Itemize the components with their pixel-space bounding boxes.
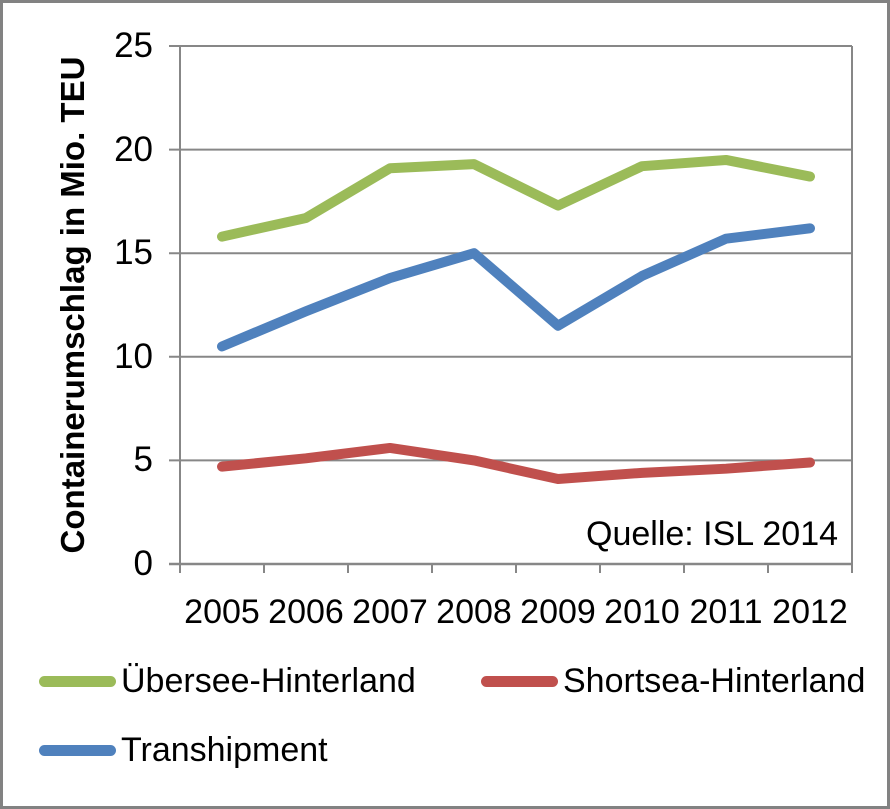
x-tick-label-2012: 2012 (772, 593, 848, 631)
y-tick-label-25: 25 (114, 26, 153, 65)
legend-item-1: Shortsea-Hinterland (481, 658, 865, 704)
legend-label-2: Transhipment (121, 730, 328, 769)
legend-item-2: Transhipment (39, 727, 328, 773)
x-tick-label-2008: 2008 (436, 593, 512, 631)
y-tick-label-15: 15 (114, 233, 153, 273)
y-tick-label-5: 5 (133, 440, 153, 480)
source-annotation: Quelle: ISL 2014 (586, 515, 839, 553)
x-tick-label-2010: 2010 (604, 593, 680, 631)
plot-area (169, 45, 853, 573)
legend-swatch-0 (39, 675, 116, 687)
legend-label-0: Übersee-Hinterland (121, 661, 416, 700)
y-tick-label-20: 20 (114, 129, 153, 169)
legend-swatch-2 (39, 744, 116, 756)
x-tick-label-2005: 2005 (184, 593, 260, 631)
legend-swatch-1 (481, 675, 558, 687)
x-tick-label-2011: 2011 (689, 593, 763, 631)
x-tick-label-2007: 2007 (352, 593, 428, 631)
x-tick-label-2006: 2006 (268, 593, 344, 631)
y-tick-label-10: 10 (114, 336, 153, 376)
legend-label-1: Shortsea-Hinterland (563, 661, 866, 700)
series-line-0 (217, 154, 815, 242)
x-tick-label-2009: 2009 (520, 593, 596, 631)
series-line-2 (217, 223, 815, 352)
y-tick-label-0: 0 (133, 544, 153, 583)
legend-item-0: Übersee-Hinterland (39, 658, 416, 704)
series-line-1 (217, 442, 815, 485)
